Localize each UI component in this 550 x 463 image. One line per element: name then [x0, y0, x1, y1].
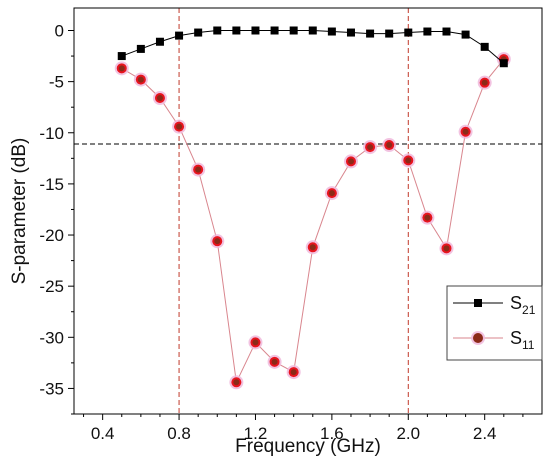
s11-point-core — [137, 76, 144, 83]
y-tick-label: -10 — [39, 124, 64, 143]
y-axis-title: S-parameter (dB) — [9, 138, 30, 285]
s21-point — [366, 29, 375, 38]
s21-point — [136, 44, 145, 53]
axes: 0.4 0.8 1.2 1.6 2.0 2.4 0 -5 -10 -15 -20 -25 -30 -35 — [39, 7, 543, 443]
s21-point — [461, 30, 470, 39]
legend: S21 S11 — [446, 285, 543, 361]
x-tick-label: 2.4 — [473, 424, 497, 443]
s21-point — [308, 26, 317, 35]
s21-point — [346, 28, 355, 37]
x-axis-title: Frequency (GHz) — [235, 436, 381, 457]
legend-label-s11-sub: 11 — [522, 338, 535, 352]
x-tick-label: 1.6 — [320, 424, 344, 443]
s11-point-core — [118, 65, 125, 72]
s11-point-core — [290, 369, 297, 376]
s11-point-core — [271, 358, 278, 365]
s21-point — [480, 42, 489, 51]
s11-point-core — [424, 214, 431, 221]
s11-point-core — [176, 123, 183, 130]
legend-marker-s11 — [473, 333, 483, 343]
y-tick-label: -35 — [39, 379, 64, 398]
legend-label-s21-base: S — [510, 293, 522, 313]
x-tick-label: 0.8 — [167, 424, 191, 443]
s11-point-core — [462, 128, 469, 135]
legend-label-s11-base: S — [510, 328, 522, 348]
legend-label-s21-sub: 21 — [522, 303, 536, 317]
legend-label-s21: S21 — [510, 293, 536, 317]
s21-point — [251, 26, 260, 35]
s21-point — [175, 31, 184, 40]
s21-point — [232, 26, 241, 35]
plot-frame — [73, 7, 543, 415]
s21-point — [499, 59, 508, 68]
y-tick-label: -25 — [39, 277, 64, 296]
s21-point — [213, 26, 222, 35]
s21-point — [327, 27, 336, 36]
s11-point-core — [214, 238, 221, 245]
s21-point — [289, 26, 298, 35]
plot-layer — [74, 8, 542, 414]
legend-label-s11: S11 — [510, 328, 535, 352]
y-tick-label: -20 — [39, 226, 64, 245]
s11-point-core — [156, 94, 163, 101]
s21-point — [423, 27, 432, 36]
legend-box — [446, 285, 543, 361]
x-tick-label: 2.0 — [396, 424, 420, 443]
s11-point-core — [309, 244, 316, 251]
y-tick-label: 0 — [55, 21, 64, 40]
x-tick-label: 1.2 — [244, 424, 268, 443]
s11-point-core — [328, 190, 335, 197]
y-tick-label: -15 — [39, 175, 64, 194]
s21-point — [385, 29, 394, 38]
s21-point — [194, 28, 203, 37]
s11-point-core — [405, 157, 412, 164]
s21-point — [404, 28, 413, 37]
legend-marker-s21 — [474, 299, 482, 307]
s11-point-core — [481, 79, 488, 86]
s11-point-core — [195, 166, 202, 173]
x-tick-label: 0.4 — [91, 424, 115, 443]
s11-point-core — [386, 142, 393, 149]
y-tick-label: -5 — [49, 73, 64, 92]
s11-point-core — [252, 339, 259, 346]
s21-point — [155, 37, 164, 46]
s11-point-core — [347, 158, 354, 165]
s21-point — [117, 52, 126, 61]
s11-point-core — [443, 245, 450, 252]
s21-point — [270, 26, 279, 35]
s11-point-core — [367, 144, 374, 151]
s21-point — [442, 27, 451, 36]
y-tick-label: -30 — [39, 328, 64, 347]
s11-point-core — [233, 379, 240, 386]
